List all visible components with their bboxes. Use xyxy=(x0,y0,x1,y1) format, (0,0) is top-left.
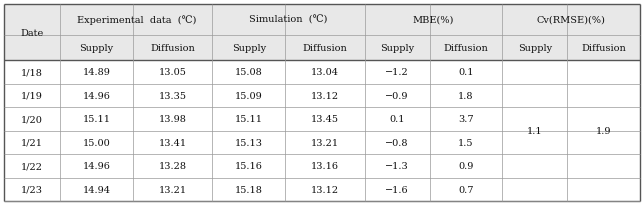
Text: 14.94: 14.94 xyxy=(82,185,110,194)
Text: −0.9: −0.9 xyxy=(386,91,409,100)
Text: 1.9: 1.9 xyxy=(596,126,611,135)
Text: MBE(%): MBE(%) xyxy=(413,16,454,25)
Text: Diffusion: Diffusion xyxy=(303,44,347,53)
Text: 14.96: 14.96 xyxy=(82,162,110,170)
Text: 15.11: 15.11 xyxy=(82,115,110,124)
Text: 1/21: 1/21 xyxy=(21,138,43,147)
Text: −1.3: −1.3 xyxy=(385,162,409,170)
Text: 1/18: 1/18 xyxy=(21,68,43,77)
Text: 15.18: 15.18 xyxy=(235,185,263,194)
Text: 15.13: 15.13 xyxy=(235,138,263,147)
Text: 1.8: 1.8 xyxy=(459,91,474,100)
Text: Diffusion: Diffusion xyxy=(581,44,626,53)
Text: 13.45: 13.45 xyxy=(311,115,339,124)
Text: 13.12: 13.12 xyxy=(311,185,339,194)
Text: Simulation  (℃): Simulation (℃) xyxy=(249,16,328,25)
Text: −1.6: −1.6 xyxy=(385,185,409,194)
Text: Supply: Supply xyxy=(380,44,414,53)
Text: 13.41: 13.41 xyxy=(158,138,187,147)
Text: 13.05: 13.05 xyxy=(158,68,187,77)
Text: Cv(RMSE)(%): Cv(RMSE)(%) xyxy=(536,16,605,25)
Text: Supply: Supply xyxy=(232,44,266,53)
Text: Date: Date xyxy=(21,28,44,37)
Text: 13.35: 13.35 xyxy=(158,91,187,100)
Text: Supply: Supply xyxy=(518,44,552,53)
Text: Experimental  data  (℃): Experimental data (℃) xyxy=(77,15,196,25)
Text: 13.98: 13.98 xyxy=(158,115,187,124)
Text: 1/20: 1/20 xyxy=(21,115,43,124)
Text: 3.7: 3.7 xyxy=(458,115,474,124)
Text: 13.12: 13.12 xyxy=(311,91,339,100)
Text: Diffusion: Diffusion xyxy=(444,44,488,53)
Text: −1.2: −1.2 xyxy=(385,68,409,77)
Text: −0.8: −0.8 xyxy=(386,138,409,147)
Text: 13.21: 13.21 xyxy=(158,185,187,194)
Text: 1/19: 1/19 xyxy=(21,91,43,100)
Text: 15.16: 15.16 xyxy=(235,162,263,170)
Text: 13.16: 13.16 xyxy=(311,162,339,170)
Text: 15.08: 15.08 xyxy=(235,68,263,77)
Text: 1.5: 1.5 xyxy=(459,138,474,147)
Text: 14.96: 14.96 xyxy=(82,91,110,100)
Text: 0.9: 0.9 xyxy=(459,162,474,170)
Text: 14.89: 14.89 xyxy=(82,68,110,77)
Text: 0.1: 0.1 xyxy=(390,115,405,124)
Text: 0.7: 0.7 xyxy=(459,185,474,194)
Text: Diffusion: Diffusion xyxy=(150,44,195,53)
Text: 13.21: 13.21 xyxy=(311,138,339,147)
Text: 0.1: 0.1 xyxy=(459,68,474,77)
Text: Supply: Supply xyxy=(79,44,113,53)
Text: 15.00: 15.00 xyxy=(82,138,110,147)
Text: 1/23: 1/23 xyxy=(21,185,43,194)
Text: 15.11: 15.11 xyxy=(235,115,263,124)
Text: 13.28: 13.28 xyxy=(158,162,187,170)
Text: 1.1: 1.1 xyxy=(527,126,543,135)
Text: 1/22: 1/22 xyxy=(21,162,43,170)
Text: 15.09: 15.09 xyxy=(235,91,263,100)
Text: 13.04: 13.04 xyxy=(311,68,339,77)
